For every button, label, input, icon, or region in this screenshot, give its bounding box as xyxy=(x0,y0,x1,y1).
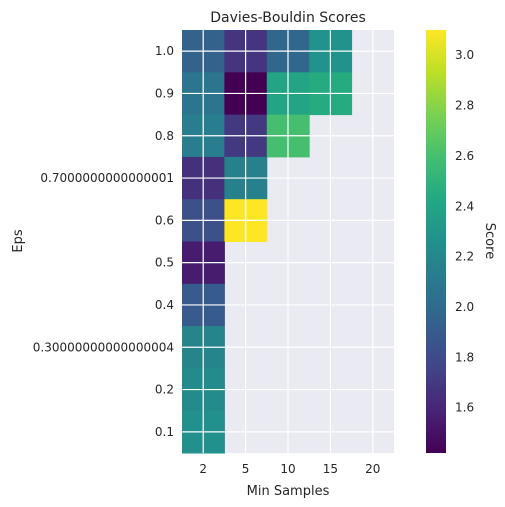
colorbar-tick-label: 2.8 xyxy=(455,99,474,113)
colorbar-tick-label: 2.6 xyxy=(455,149,474,163)
colorbar-tick-label: 3.0 xyxy=(455,48,474,62)
y-tick-label: 0.9 xyxy=(155,86,174,100)
x-tick-label: 10 xyxy=(280,462,295,476)
colorbar-tick-labels: 1.6 1.8 2.0 2.2 2.4 2.6 2.8 3.0 xyxy=(455,48,474,415)
x-tick-label: 2 xyxy=(199,462,207,476)
x-tick-label: 15 xyxy=(323,462,338,476)
colorbar-tick-label: 1.6 xyxy=(455,401,474,415)
colorbar-label: Score xyxy=(482,223,497,259)
x-axis-label: Min Samples xyxy=(247,484,330,499)
y-axis-label: Eps xyxy=(11,229,26,252)
y-tick-label: 0.1 xyxy=(155,425,174,439)
colorbar-tick-label: 2.2 xyxy=(455,250,474,264)
y-tick-label: 0.4 xyxy=(155,298,174,312)
colorbar-tick-label: 1.8 xyxy=(455,350,474,364)
x-tick-label: 20 xyxy=(365,462,380,476)
y-tick-label: 0.30000000000000004 xyxy=(33,340,174,354)
y-tick-label: 0.5 xyxy=(155,256,174,270)
chart-title: Davies-Bouldin Scores xyxy=(210,10,366,26)
y-tick-labels: 1.0 0.9 0.8 0.7000000000000001 0.6 0.5 0.4 0.30… xyxy=(33,44,174,439)
y-tick-label: 1.0 xyxy=(155,44,174,58)
y-tick-label: 0.7000000000000001 xyxy=(40,171,174,185)
colorbar xyxy=(426,30,446,453)
colorbar-tick-label: 2.4 xyxy=(455,199,474,213)
y-tick-label: 0.2 xyxy=(155,383,174,397)
x-tick-label: 5 xyxy=(242,462,250,476)
y-tick-label: 0.8 xyxy=(155,129,174,143)
colorbar-tick-label: 2.0 xyxy=(455,300,474,314)
gridlines xyxy=(182,30,394,453)
x-tick-labels: 2 5 10 15 20 xyxy=(199,462,380,476)
y-tick-label: 0.6 xyxy=(155,213,174,227)
